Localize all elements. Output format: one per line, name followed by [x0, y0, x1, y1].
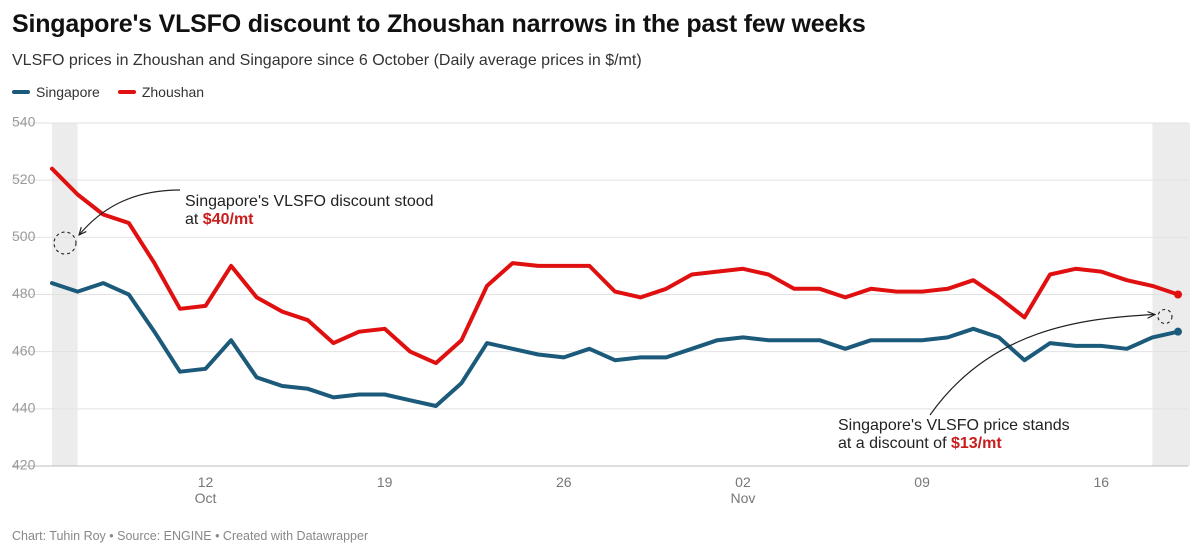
annotation-arrow	[79, 189, 181, 235]
series-endpoint-singapore	[1174, 327, 1182, 336]
annotation-text: Singapore's VLSFO price stands	[838, 417, 1070, 434]
series-lines	[50, 166, 1182, 408]
legend-swatch-singapore	[12, 90, 30, 94]
series-endpoint-zhoushan	[1174, 290, 1182, 299]
x-tick-month-label: Nov	[731, 490, 756, 506]
annotation-value: $40/mt	[203, 211, 254, 228]
chart-footer: Chart: Tuhin Roy • Source: ENGINE • Crea…	[12, 529, 369, 543]
y-tick-label: 440	[12, 400, 36, 416]
x-tick-label: 26	[556, 474, 572, 490]
legend-swatch-zhoushan	[117, 90, 136, 94]
y-tick-label: 520	[12, 171, 36, 187]
annotation-arrow	[929, 315, 1155, 416]
gridlines: 420 440 460 480 500 520 540	[12, 114, 1188, 473]
chart-title: Singapore's VLSFO discount to Zhoushan n…	[12, 10, 866, 38]
legend-item-singapore: Singapore	[12, 84, 100, 100]
annotation-text: at $40/mt	[185, 211, 254, 228]
annotation-target-circle	[53, 231, 77, 255]
series-line-singapore	[50, 281, 1180, 408]
y-tick-label: 460	[12, 342, 36, 358]
series-line-zhoushan	[50, 166, 1180, 366]
y-tick-label: 420	[12, 457, 36, 473]
x-tick-label: 12	[198, 474, 214, 490]
annotation-target-circle	[1157, 308, 1173, 325]
y-tick-label: 480	[12, 285, 36, 301]
y-tick-label: 500	[12, 228, 36, 244]
annotation-text: at a discount of $13/mt	[838, 435, 1002, 452]
annotation-text: Singapore's VLSFO discount stood	[185, 193, 434, 210]
x-tick-label: 09	[914, 474, 930, 490]
chart-subtitle: VLSFO prices in Zhoushan and Singapore s…	[12, 52, 642, 69]
legend-label-singapore: Singapore	[36, 84, 100, 100]
x-tick-label: 16	[1093, 474, 1109, 490]
x-tick-label: 02	[735, 474, 751, 490]
annotation-value: $13/mt	[951, 435, 1002, 452]
legend-item-zhoushan: Zhoushan	[117, 84, 205, 100]
x-tick-label: 19	[377, 474, 393, 490]
legend-label-zhoushan: Zhoushan	[141, 84, 205, 100]
y-tick-label: 540	[12, 114, 36, 130]
annotation-prefix: at	[185, 211, 203, 228]
annotation-prefix: at a discount of	[838, 435, 951, 452]
x-tick-month-label: Oct	[195, 490, 217, 506]
legend: Singapore Zhoushan	[12, 84, 204, 100]
